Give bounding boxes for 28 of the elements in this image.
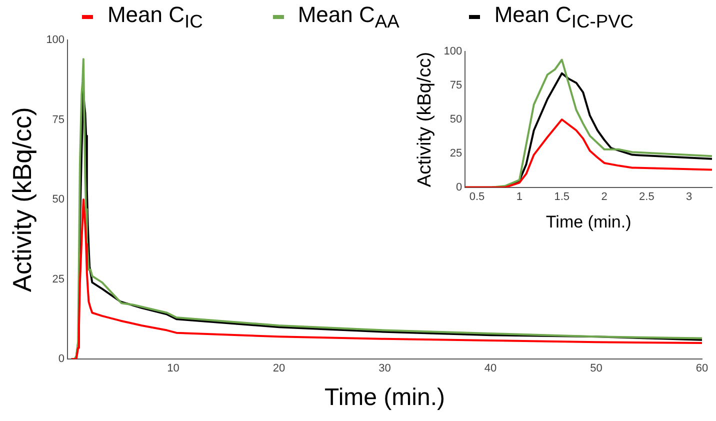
y-tick-label: 75 (52, 114, 65, 126)
x-tick-label: 40 (484, 362, 497, 375)
y-tick-label: 75 (450, 80, 462, 92)
y-tick-label: 100 (444, 46, 462, 58)
y-tick-label: 50 (450, 114, 462, 126)
x-tick-label: 2 (601, 191, 608, 204)
y-axis-title: Activity (kBq/cc) (6, 107, 37, 292)
legend-label: Mean C$_{IC}$ (107, 2, 203, 32)
y-tick-label: 0 (58, 353, 65, 366)
x-tick-label: 2.5 (639, 191, 654, 204)
x-tick-label: 50 (590, 362, 602, 375)
x-axis-title: Time (min.) (546, 212, 632, 232)
legend-label: Mean C$_{AA}$ (298, 2, 400, 32)
y-tick-label: 25 (52, 273, 65, 286)
x-tick-label: 1 (516, 191, 523, 204)
x-tick-label: 0.5 (469, 191, 485, 204)
x-tick-label: 30 (378, 362, 391, 375)
x-tick-label: 60 (696, 362, 708, 375)
x-tick-label: 3 (686, 191, 692, 204)
y-tick-label: 100 (46, 34, 65, 46)
legend-label: Mean C$_{IC-PVC}$ (494, 2, 634, 32)
x-tick-label: 10 (167, 362, 180, 375)
x-axis-title: Time (min.) (324, 384, 445, 412)
x-tick-label: 20 (272, 362, 286, 375)
x-tick-label: 1.5 (554, 191, 570, 204)
y-tick-label: 25 (450, 147, 462, 160)
y-tick-label: 0 (456, 181, 462, 194)
y-axis-title: Activity (kBq/cc) (414, 52, 436, 188)
